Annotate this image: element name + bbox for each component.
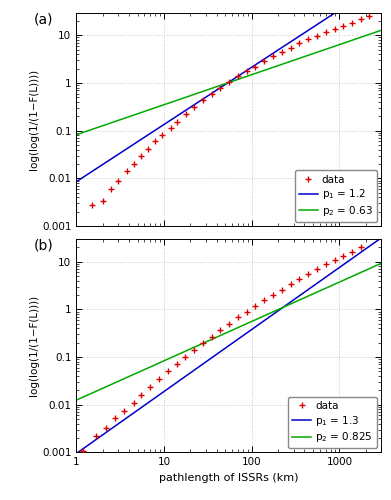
X-axis label: pathlength of ISSRs (km): pathlength of ISSRs (km): [159, 473, 298, 483]
Legend: data, p$_1$ = 1.2, p$_2$ = 0.63: data, p$_1$ = 1.2, p$_2$ = 0.63: [295, 170, 377, 222]
Y-axis label: log(log(1/(1−F(L)))): log(log(1/(1−F(L)))): [29, 68, 39, 170]
Text: (a): (a): [34, 12, 53, 26]
Legend: data, p$_1$ = 1.3, p$_2$ = 0.825: data, p$_1$ = 1.3, p$_2$ = 0.825: [288, 397, 377, 448]
Text: (b): (b): [34, 239, 53, 253]
Y-axis label: log(log(1/(1−F(L)))): log(log(1/(1−F(L)))): [29, 295, 39, 396]
